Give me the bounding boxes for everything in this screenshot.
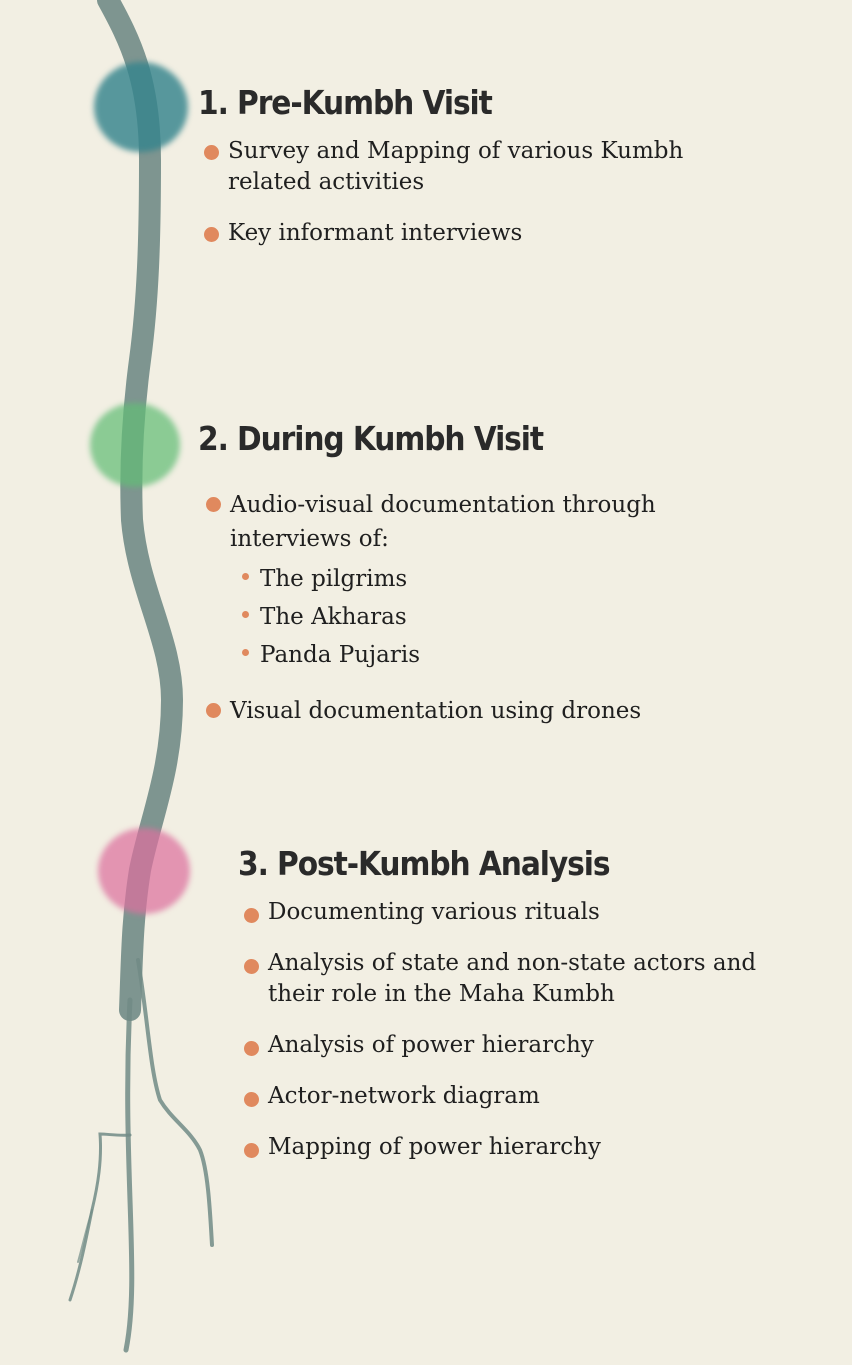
sub-list-item: Panda Pujaris — [230, 636, 656, 674]
list-item: Documenting various rituals — [238, 897, 756, 928]
list-item-line: Documenting various rituals — [268, 899, 600, 925]
river-root-branch-2 — [77, 1209, 93, 1263]
river-root-right — [136, 958, 214, 1247]
bullet-list: Audio-visual documentation through inter… — [198, 488, 656, 728]
list-item-line: interviews of: — [230, 526, 389, 552]
section-during-kumbh: 2. During Kumbh Visit Audio-visual docum… — [198, 418, 656, 748]
sub-list-item: The pilgrims — [230, 560, 656, 598]
section-post-kumbh: 3. Post-Kumbh Analysis Documenting vario… — [238, 843, 756, 1183]
list-item: Analysis of state and non-state actors a… — [238, 948, 756, 1010]
section-heading: 2. During Kumbh Visit — [198, 419, 544, 458]
bullet-list: Survey and Mapping of various Kumbh rela… — [198, 136, 683, 249]
list-item: Audio-visual documentation through inter… — [200, 488, 656, 674]
list-item-line: Visual documentation using drones — [230, 698, 642, 724]
section-heading: 3. Post-Kumbh Analysis — [238, 844, 611, 883]
sub-list-item: The Akharas — [230, 598, 656, 636]
list-item: Analysis of power hierarchy — [238, 1030, 756, 1061]
list-item: Actor-network diagram — [238, 1081, 756, 1112]
list-item: Mapping of power hierarchy — [238, 1132, 756, 1163]
list-item-line: their role in the Maha Kumbh — [268, 981, 615, 1007]
list-item-line: Analysis of state and non-state actors a… — [268, 950, 757, 976]
section-heading: 1. Pre-Kumbh Visit — [198, 83, 493, 122]
list-item: Survey and Mapping of various Kumbh rela… — [198, 136, 683, 198]
list-item-line: Audio-visual documentation through — [230, 492, 656, 518]
list-item: Key informant interviews — [198, 218, 683, 249]
list-item-line: Actor-network diagram — [268, 1083, 540, 1109]
sub-bullet-list: The pilgrims The Akharas Panda Pujaris — [230, 560, 656, 674]
list-item-line: Key informant interviews — [228, 220, 523, 246]
river-root-left — [123, 997, 135, 1353]
list-item: Visual documentation using drones — [200, 694, 656, 728]
stage-2-marker — [90, 403, 180, 487]
section-pre-kumbh: 1. Pre-Kumbh Visit Survey and Mapping of… — [198, 82, 683, 269]
river-root-branch — [68, 1132, 132, 1302]
list-item-line: Analysis of power hierarchy — [268, 1032, 594, 1058]
bullet-list: Documenting various rituals Analysis of … — [238, 897, 756, 1163]
stage-1-marker — [94, 62, 188, 152]
list-item-line: Mapping of power hierarchy — [268, 1134, 601, 1160]
list-item-line: Survey and Mapping of various Kumbh — [228, 138, 684, 164]
stage-3-marker — [98, 828, 190, 914]
list-item-line: related activities — [228, 169, 425, 195]
